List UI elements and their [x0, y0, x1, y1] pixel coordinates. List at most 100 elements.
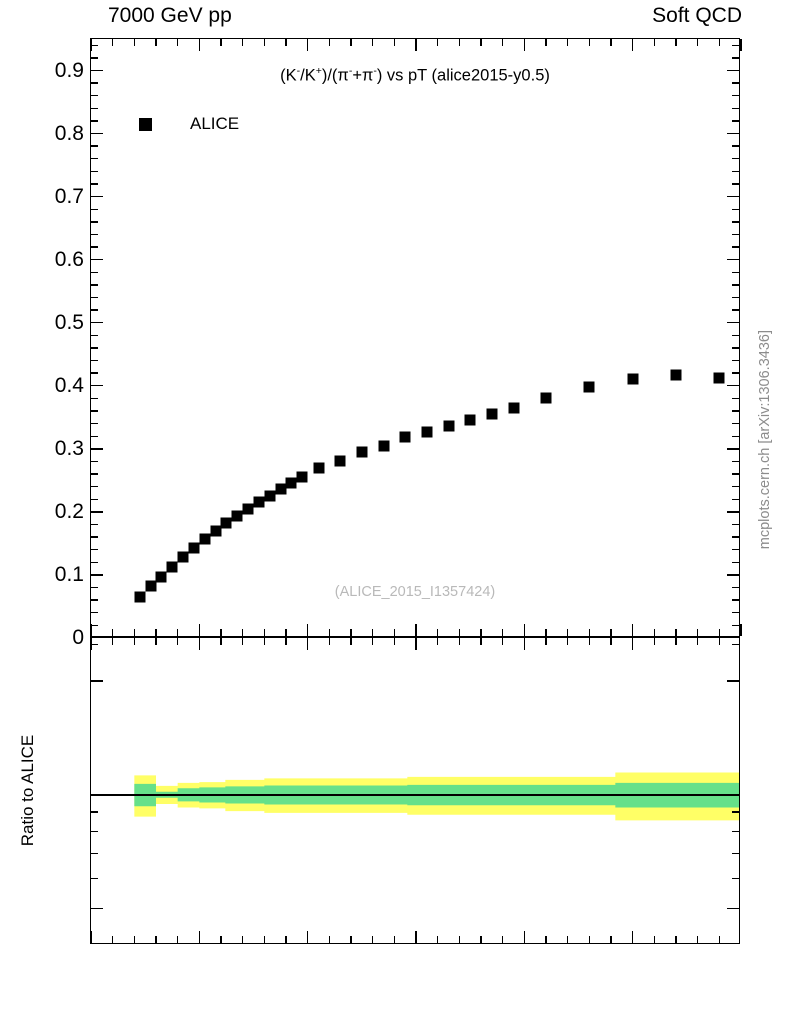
axis-tick [732, 561, 739, 564]
axis-tick [91, 511, 103, 513]
axis-tick [91, 95, 98, 97]
ratio-reference-line [91, 793, 739, 796]
axis-tick [198, 624, 201, 636]
axis-tick [458, 39, 461, 46]
data-point-marker [296, 471, 308, 483]
axis-tick [91, 347, 98, 349]
axis-tick [91, 145, 98, 147]
header-beam-energy: 7000 GeV pp [108, 4, 232, 27]
axis-tick [740, 624, 742, 636]
axis-tick [732, 246, 739, 248]
y-axis-tick-label: 0.4 [54, 373, 84, 397]
axis-tick [566, 638, 569, 645]
axis-tick [732, 643, 739, 646]
axis-tick [675, 936, 677, 943]
axis-tick [732, 830, 739, 832]
axis-tick [285, 638, 287, 645]
axis-tick [501, 39, 504, 46]
axis-tick [545, 629, 547, 636]
data-point-marker [464, 414, 476, 426]
axis-tick [111, 39, 114, 46]
axis-tick [176, 936, 179, 943]
axis-tick [91, 359, 98, 362]
axis-tick [393, 638, 396, 645]
axis-tick [653, 936, 656, 943]
axis-tick [740, 39, 742, 51]
data-point-marker [166, 561, 178, 573]
axis-tick [91, 460, 98, 463]
axis-tick [155, 39, 157, 46]
axis-tick [727, 574, 739, 576]
axis-tick [732, 82, 739, 84]
axis-tick [696, 629, 699, 636]
axis-tick [732, 145, 739, 147]
axis-tick [480, 638, 482, 645]
axis-tick [732, 120, 739, 122]
axis-tick [91, 233, 98, 236]
axis-tick [91, 372, 98, 374]
axis-tick [727, 258, 739, 261]
data-point-marker [134, 591, 146, 603]
title-part-2: /K [300, 66, 316, 85]
axis-tick [350, 638, 352, 645]
axis-tick [501, 638, 504, 645]
axis-tick [133, 39, 136, 46]
data-point-marker [242, 503, 254, 515]
axis-tick [91, 107, 98, 110]
axis-tick [732, 44, 739, 46]
data-point-marker [210, 525, 222, 537]
title-part-1: (K [280, 66, 297, 85]
axis-tick [306, 638, 309, 650]
axis-tick [263, 936, 266, 943]
axis-tick [631, 624, 634, 636]
axis-tick [732, 170, 739, 173]
axis-tick [91, 830, 98, 832]
axis-tick [328, 936, 331, 943]
axis-tick [675, 638, 677, 645]
axis-tick [545, 936, 547, 943]
axis-tick [653, 638, 656, 645]
axis-tick [328, 638, 331, 645]
y-axis-tick-label: 0.6 [54, 247, 84, 271]
data-point-marker [378, 440, 389, 452]
axis-tick [436, 638, 439, 645]
axis-tick [732, 523, 739, 526]
axis-tick [393, 39, 396, 46]
axis-tick [91, 44, 98, 46]
axis-tick [732, 624, 739, 627]
axis-tick [545, 638, 547, 645]
axis-tick [133, 936, 136, 943]
axis-tick [133, 638, 136, 645]
axis-tick [732, 347, 739, 349]
axis-tick [732, 334, 739, 337]
axis-tick [285, 629, 287, 636]
axis-tick [523, 638, 526, 650]
axis-tick [133, 629, 136, 636]
axis-tick [91, 561, 98, 564]
data-point-marker [285, 477, 297, 489]
plot-title: (K-/K+)/(π-+π-) vs pT (alice2015-y0.5) [91, 65, 739, 86]
axis-tick [220, 638, 222, 645]
axis-tick [566, 629, 569, 636]
data-point-marker [540, 392, 552, 404]
title-sup-2: + [315, 65, 322, 77]
axis-tick [501, 936, 504, 943]
axis-tick [91, 132, 103, 135]
axis-tick [198, 638, 201, 650]
axis-tick [727, 794, 739, 796]
axis-tick [480, 936, 482, 943]
axis-tick [653, 629, 656, 636]
axis-tick [328, 39, 331, 46]
data-point-marker [443, 420, 454, 432]
axis-tick [91, 82, 98, 84]
axis-tick [588, 39, 591, 46]
title-part-4: +π [352, 66, 374, 85]
axis-tick [91, 296, 98, 299]
axis-tick [393, 629, 396, 636]
y-axis-tick-label: 0.3 [54, 436, 84, 460]
axis-tick [523, 931, 526, 943]
legend: ALICE [139, 114, 239, 134]
axis-tick [91, 195, 103, 198]
axis-tick [91, 877, 98, 880]
axis-tick [727, 195, 739, 198]
